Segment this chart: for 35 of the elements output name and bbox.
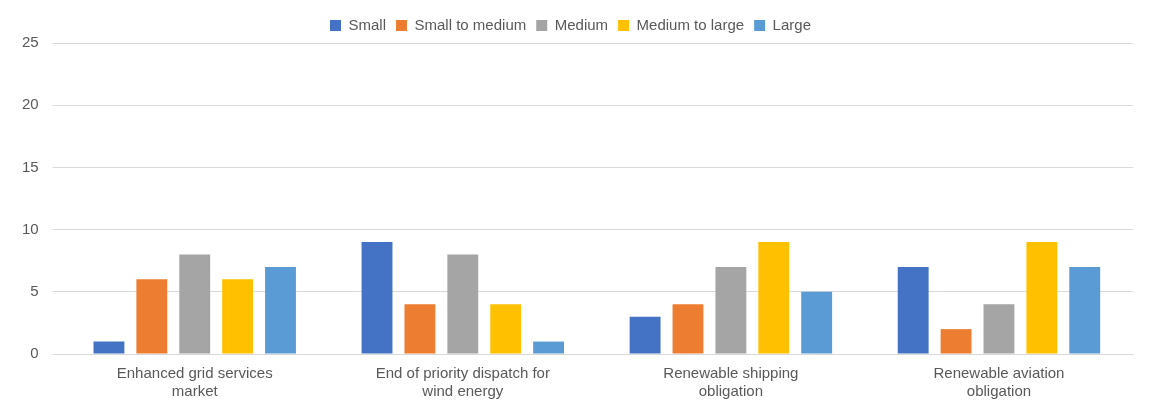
legend-label: Medium (554, 15, 609, 33)
y-tick-label: 0 (30, 344, 39, 362)
x-tick-label: End of priority dispatch for wind energy (375, 364, 550, 400)
bar (222, 279, 254, 354)
legend-label: Small (348, 15, 387, 33)
x-tick-label: Enhanced grid services market (116, 364, 273, 400)
bar (1069, 266, 1101, 354)
y-tick-label: 5 (30, 281, 39, 299)
bar (629, 316, 661, 354)
y-tick-label: 10 (22, 219, 39, 237)
bar (1026, 242, 1058, 354)
bar (715, 266, 747, 354)
x-tick-label: Renewable aviation obligation (933, 364, 1065, 400)
y-tick-label: 25 (22, 33, 39, 51)
y-tick-label: 20 (22, 95, 39, 113)
bar (265, 266, 296, 354)
bar (361, 242, 393, 354)
legend-label: Small to medium (414, 15, 527, 33)
bar (404, 304, 436, 354)
y-tick-label: 15 (22, 157, 39, 175)
bar (447, 254, 479, 354)
bar (897, 266, 929, 354)
bar (983, 304, 1015, 354)
bar (490, 304, 522, 354)
bar (93, 341, 125, 354)
x-tick-label: Renewable shipping obligation (663, 364, 799, 400)
bar (801, 291, 833, 354)
bar (136, 279, 168, 354)
bar (179, 254, 211, 354)
bar (672, 304, 704, 354)
legend-label: Large (772, 15, 811, 33)
bar (533, 341, 565, 354)
legend-label: Medium to large (636, 15, 745, 33)
bar (940, 329, 972, 354)
bar (758, 242, 790, 354)
